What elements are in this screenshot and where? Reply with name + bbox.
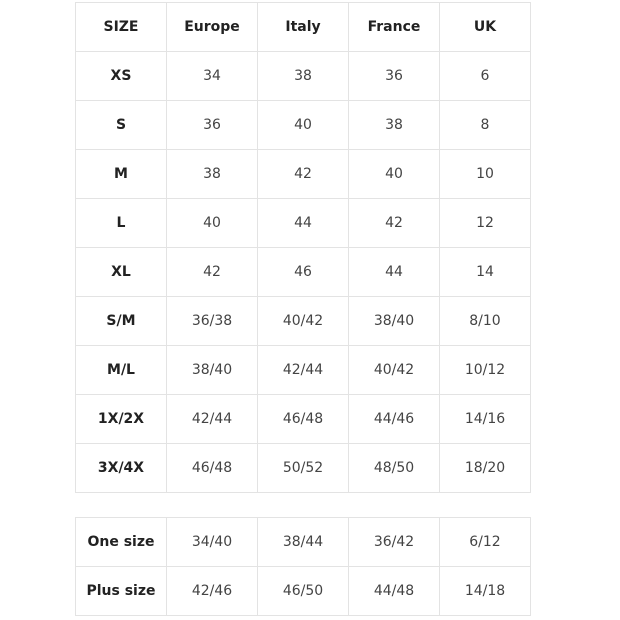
size-value-cell: 36 [348, 51, 440, 101]
table-row: XS 34 38 36 6 [75, 51, 531, 101]
size-value-cell: 42 [166, 247, 258, 297]
header-row: SIZE Europe Italy France UK [75, 2, 531, 52]
size-value-cell: 44 [257, 198, 349, 248]
table-row: S/M 36/38 40/42 38/40 8/10 [75, 296, 531, 346]
size-label-cell: One size [75, 517, 167, 567]
size-value-cell: 38/44 [257, 517, 349, 567]
size-value-cell: 50/52 [257, 443, 349, 493]
size-value-cell: 38/40 [348, 296, 440, 346]
size-value-cell: 40 [166, 198, 258, 248]
size-label-cell: 3X/4X [75, 443, 167, 493]
size-label-cell: XL [75, 247, 167, 297]
column-header: SIZE [75, 2, 167, 52]
size-value-cell: 40 [348, 149, 440, 199]
size-value-cell: 38/40 [166, 345, 258, 395]
size-value-cell: 38 [348, 100, 440, 150]
size-value-cell: 42/44 [166, 394, 258, 444]
size-value-cell: 14 [439, 247, 531, 297]
size-value-cell: 46/48 [257, 394, 349, 444]
column-header: UK [439, 2, 531, 52]
size-value-cell: 8/10 [439, 296, 531, 346]
size-value-cell: 40/42 [348, 345, 440, 395]
table-row: 3X/4X 46/48 50/52 48/50 18/20 [75, 443, 531, 493]
size-value-cell: 46 [257, 247, 349, 297]
size-label-cell: 1X/2X [75, 394, 167, 444]
size-value-cell: 34/40 [166, 517, 258, 567]
size-label-cell: M/L [75, 345, 167, 395]
table-row: M 38 42 40 10 [75, 149, 531, 199]
size-label-cell: Plus size [75, 566, 167, 616]
size-value-cell: 40 [257, 100, 349, 150]
size-value-cell: 42 [257, 149, 349, 199]
size-value-cell: 44/48 [348, 566, 440, 616]
size-value-cell: 46/50 [257, 566, 349, 616]
size-value-cell: 38 [257, 51, 349, 101]
size-value-cell: 10 [439, 149, 531, 199]
size-value-cell: 34 [166, 51, 258, 101]
size-value-cell: 6 [439, 51, 531, 101]
size-value-cell: 38 [166, 149, 258, 199]
size-label-cell: S/M [75, 296, 167, 346]
size-value-cell: 8 [439, 100, 531, 150]
size-value-cell: 46/48 [166, 443, 258, 493]
size-value-cell: 44/46 [348, 394, 440, 444]
table-row: S 36 40 38 8 [75, 100, 531, 150]
size-value-cell: 36/38 [166, 296, 258, 346]
size-value-cell: 6/12 [439, 517, 531, 567]
size-value-cell: 48/50 [348, 443, 440, 493]
column-header: Europe [166, 2, 258, 52]
table-row: One size 34/40 38/44 36/42 6/12 [75, 517, 531, 567]
size-value-cell: 36 [166, 100, 258, 150]
table-row: L 40 44 42 12 [75, 198, 531, 248]
size-value-cell: 14/18 [439, 566, 531, 616]
size-chart-table: SIZE Europe Italy France UK XS 34 38 36 6 S 36 40 38… [75, 2, 531, 493]
size-label-cell: XS [75, 51, 167, 101]
size-label-cell: M [75, 149, 167, 199]
one-size-table: One size 34/40 38/44 36/42 6/12 Plus size 42/4… [75, 517, 531, 616]
table-row: Plus size 42/46 46/50 44/48 14/18 [75, 566, 531, 616]
size-value-cell: 12 [439, 198, 531, 248]
size-value-cell: 42 [348, 198, 440, 248]
size-value-cell: 36/42 [348, 517, 440, 567]
table-row: M/L 38/40 42/44 40/42 10/12 [75, 345, 531, 395]
table-row: XL 42 46 44 14 [75, 247, 531, 297]
table-row: 1X/2X 42/44 46/48 44/46 14/16 [75, 394, 531, 444]
column-header: France [348, 2, 440, 52]
size-value-cell: 14/16 [439, 394, 531, 444]
size-value-cell: 18/20 [439, 443, 531, 493]
column-header: Italy [257, 2, 349, 52]
size-label-cell: S [75, 100, 167, 150]
size-value-cell: 40/42 [257, 296, 349, 346]
size-value-cell: 10/12 [439, 345, 531, 395]
size-value-cell: 42/44 [257, 345, 349, 395]
size-label-cell: L [75, 198, 167, 248]
size-value-cell: 44 [348, 247, 440, 297]
size-value-cell: 42/46 [166, 566, 258, 616]
